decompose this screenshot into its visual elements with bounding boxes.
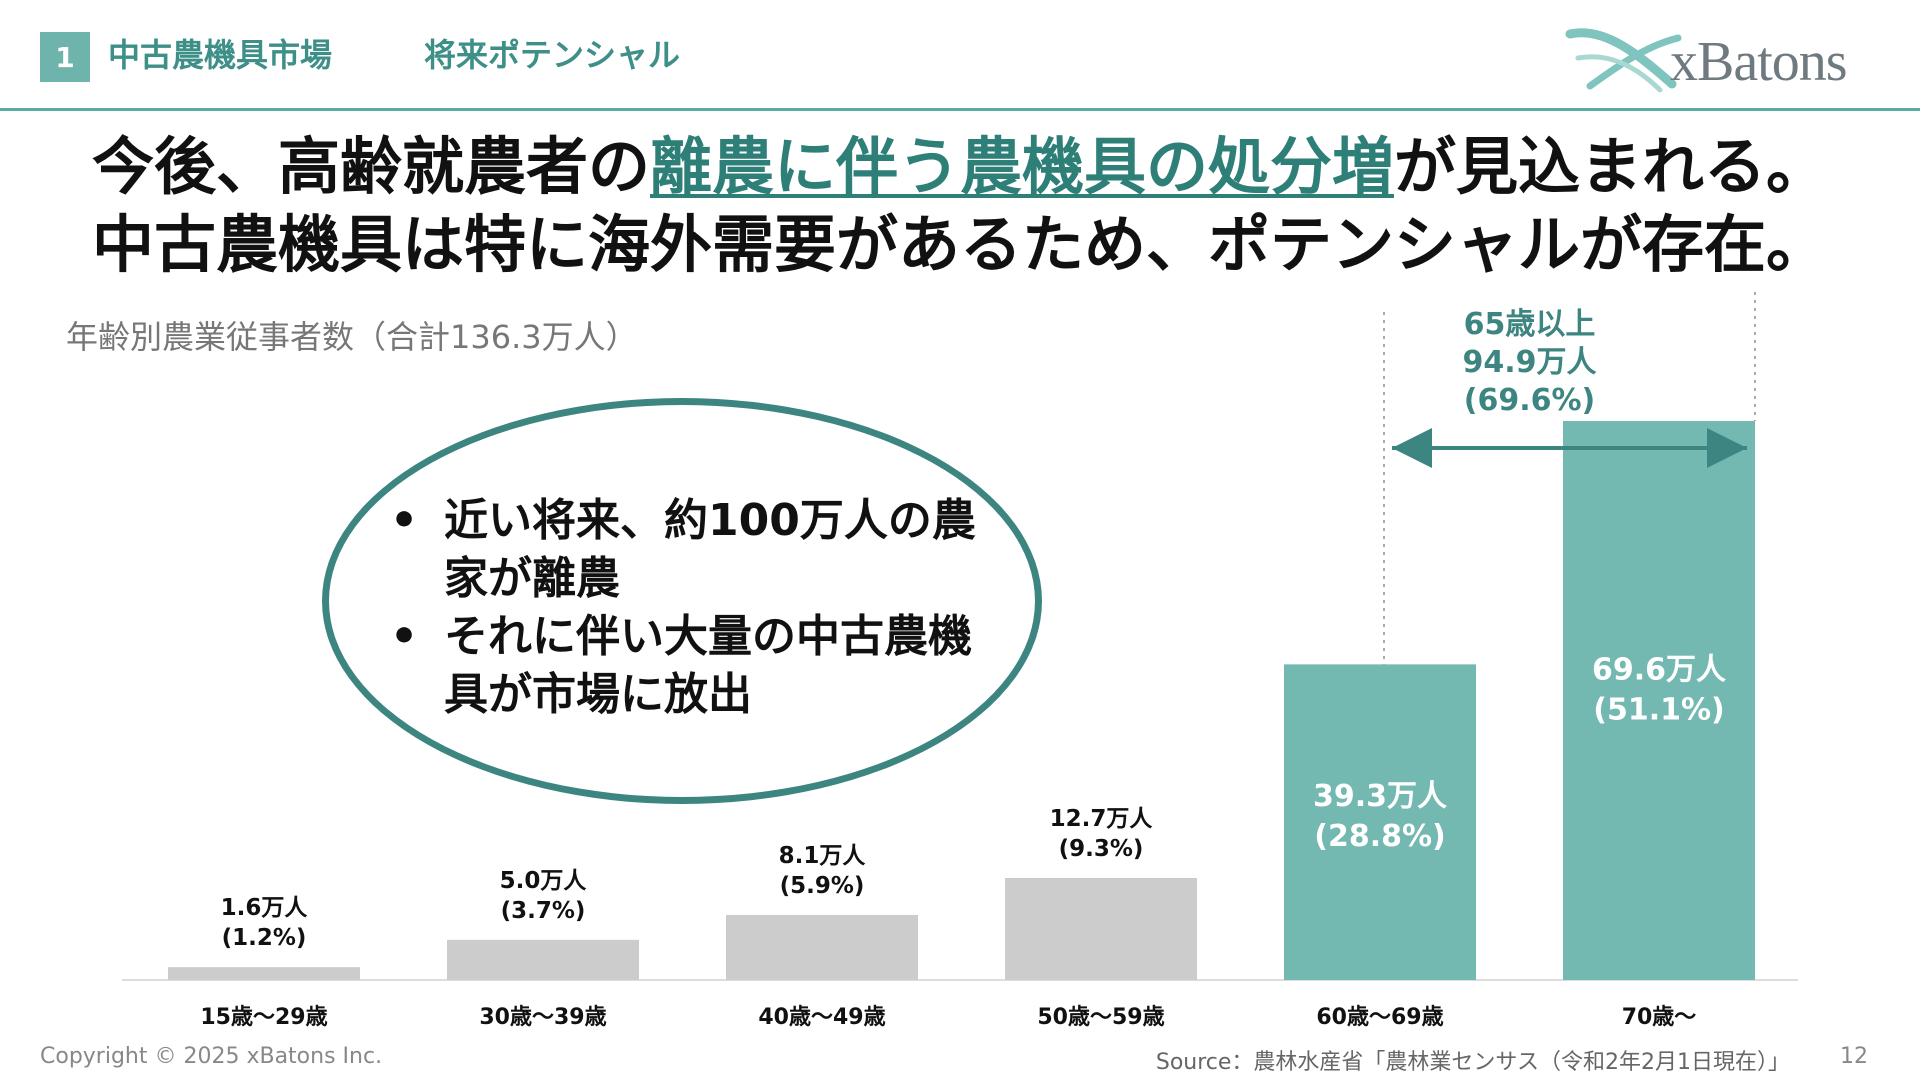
bar-1-percent-label: (1.2%) bbox=[222, 925, 307, 951]
baton-swoosh-icon bbox=[1565, 28, 1682, 93]
category-label-5: 60歳～69歳 bbox=[1316, 1005, 1443, 1030]
callout-item-2: それに伴い大量の中古農機具が市場に放出 bbox=[390, 608, 990, 724]
bar-4-value-label: 12.7万人 bbox=[1050, 806, 1154, 832]
bar-2-value-label: 5.0万人 bbox=[500, 868, 588, 894]
headline: 今後、高齢就農者の離農に伴う農機具の処分増が見込まれる。 中古農機具は特に海外需… bbox=[0, 128, 1920, 284]
copyright: Copyright © 2025 xBatons Inc. bbox=[40, 1044, 383, 1069]
age-distribution-bar-chart: 1.6万人 (1.2%) 5.0万人 (3.7%) 8.1万人 (5.9%) 12.7万人 (… bbox=[122, 292, 1798, 1030]
bar-6-value-label: 69.6万人 bbox=[1592, 652, 1726, 687]
chart-title: 年齢別農業従事者数（合計136.3万人） bbox=[66, 318, 638, 356]
company-logo: xBatons bbox=[1560, 16, 1890, 96]
bar-1 bbox=[168, 967, 360, 980]
category-label-6: 70歳～ bbox=[1622, 1005, 1697, 1030]
logo-text: xBatons bbox=[1670, 31, 1848, 93]
headline-line-1-pre: 今後、高齢就農者の bbox=[91, 130, 650, 203]
bar-3-percent-label: (5.9%) bbox=[780, 873, 865, 899]
category-label-2: 30歳～39歳 bbox=[479, 1005, 606, 1030]
header-divider bbox=[0, 108, 1920, 111]
bar-4 bbox=[1005, 877, 1197, 980]
source-note: Source：農林水産省「農林業センサス（令和2年2月1日現在）」 bbox=[1155, 1050, 1790, 1075]
section-title: 中古農機具市場 bbox=[108, 36, 333, 74]
category-label-4: 50歳～59歳 bbox=[1037, 1005, 1164, 1030]
section-number-badge: 1 bbox=[40, 32, 90, 82]
bar-4-percent-label: (9.3%) bbox=[1059, 836, 1144, 862]
bar-6-percent-label: (51.1%) bbox=[1593, 692, 1725, 727]
callout-list: 近い将来、約100万人の農家が離農 それに伴い大量の中古農機具が市場に放出 bbox=[390, 492, 990, 724]
bar-3 bbox=[726, 914, 918, 980]
headline-line-2: 中古農機具は特に海外需要があるため、ポテンシャルが存在。 bbox=[91, 208, 1828, 281]
headline-line-1: 今後、高齢就農者の離農に伴う農機具の処分増が見込まれる。 bbox=[0, 128, 1920, 206]
category-label-3: 40歳～49歳 bbox=[758, 1005, 885, 1030]
bracket-label-line-1: 65歳以上 bbox=[1464, 307, 1596, 342]
bar-6 bbox=[1563, 421, 1755, 980]
bracket-label-line-3: (69.6%) bbox=[1464, 383, 1596, 418]
bar-5-value-label: 39.3万人 bbox=[1313, 779, 1447, 814]
headline-line-1-post: が見込まれる。 bbox=[1394, 130, 1829, 203]
callout-ellipse bbox=[322, 398, 1042, 804]
bar-5-percent-label: (28.8%) bbox=[1314, 819, 1446, 854]
page-number: 12 bbox=[1840, 1044, 1868, 1069]
bar-3-value-label: 8.1万人 bbox=[779, 843, 867, 869]
headline-accent: 離農に伴う農機具の処分増 bbox=[649, 130, 1394, 203]
slide-header: 1 中古農機具市場 将来ポテンシャル xBatons bbox=[0, 0, 1920, 111]
category-label-1: 15歳～29歳 bbox=[200, 1005, 327, 1030]
bar-5 bbox=[1284, 664, 1476, 980]
bar-2-percent-label: (3.7%) bbox=[501, 898, 586, 924]
bracket-label-line-2: 94.9万人 bbox=[1462, 345, 1596, 380]
bar-2 bbox=[447, 939, 639, 980]
subsection-title: 将来ポテンシャル bbox=[424, 36, 681, 74]
callout-item-1: 近い将来、約100万人の農家が離農 bbox=[390, 492, 990, 608]
bar-1-value-label: 1.6万人 bbox=[221, 895, 309, 921]
